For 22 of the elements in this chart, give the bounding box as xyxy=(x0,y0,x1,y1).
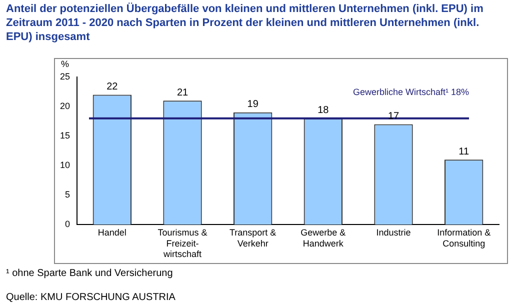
y-tick-label: 25 xyxy=(60,71,70,82)
y-tick-label: 10 xyxy=(60,160,70,170)
data-label: 11 xyxy=(458,146,470,158)
source-note: Quelle: KMU FORSCHUNG AUSTRIA xyxy=(6,292,176,303)
chart-title: Anteil der potenziellen Übergabefälle von kleinen und mittleren Unternehmen (inkl. EPU) im Zeitraum 2011 - 2020 nach Sparten in Prozent der kleinen und mittleren Unternehmen (inkl. EPU) insgesamt xyxy=(6,2,484,44)
ref-line-label: Gewerbliche Wirtschaft¹ 18% xyxy=(352,86,469,97)
data-label: 22 xyxy=(106,81,118,92)
x-tick-label: Transport & Verkehr xyxy=(229,227,276,248)
data-label: 19 xyxy=(247,99,259,110)
y-tick-label: 15 xyxy=(60,130,70,141)
y-tick-label: 20 xyxy=(60,101,70,112)
text: ¹ ohne Sparte Bank und Versicherung xyxy=(6,268,173,279)
data-label: 21 xyxy=(176,87,189,98)
x-tick-label: Tourismus & Freizeit- wirtschaft xyxy=(158,227,208,260)
data-label: 18 xyxy=(318,105,330,116)
x-tick-label: Information & Consulting xyxy=(437,227,491,248)
y-axis-title: % xyxy=(60,58,70,69)
x-tick-label: Gewerbe & Handwerk xyxy=(300,227,346,248)
x-tick-label: Handel xyxy=(98,227,126,238)
y-tick-label: 0 xyxy=(64,219,70,230)
x-tick-label: Industrie xyxy=(376,227,411,238)
y-tick-label: 5 xyxy=(64,190,70,200)
